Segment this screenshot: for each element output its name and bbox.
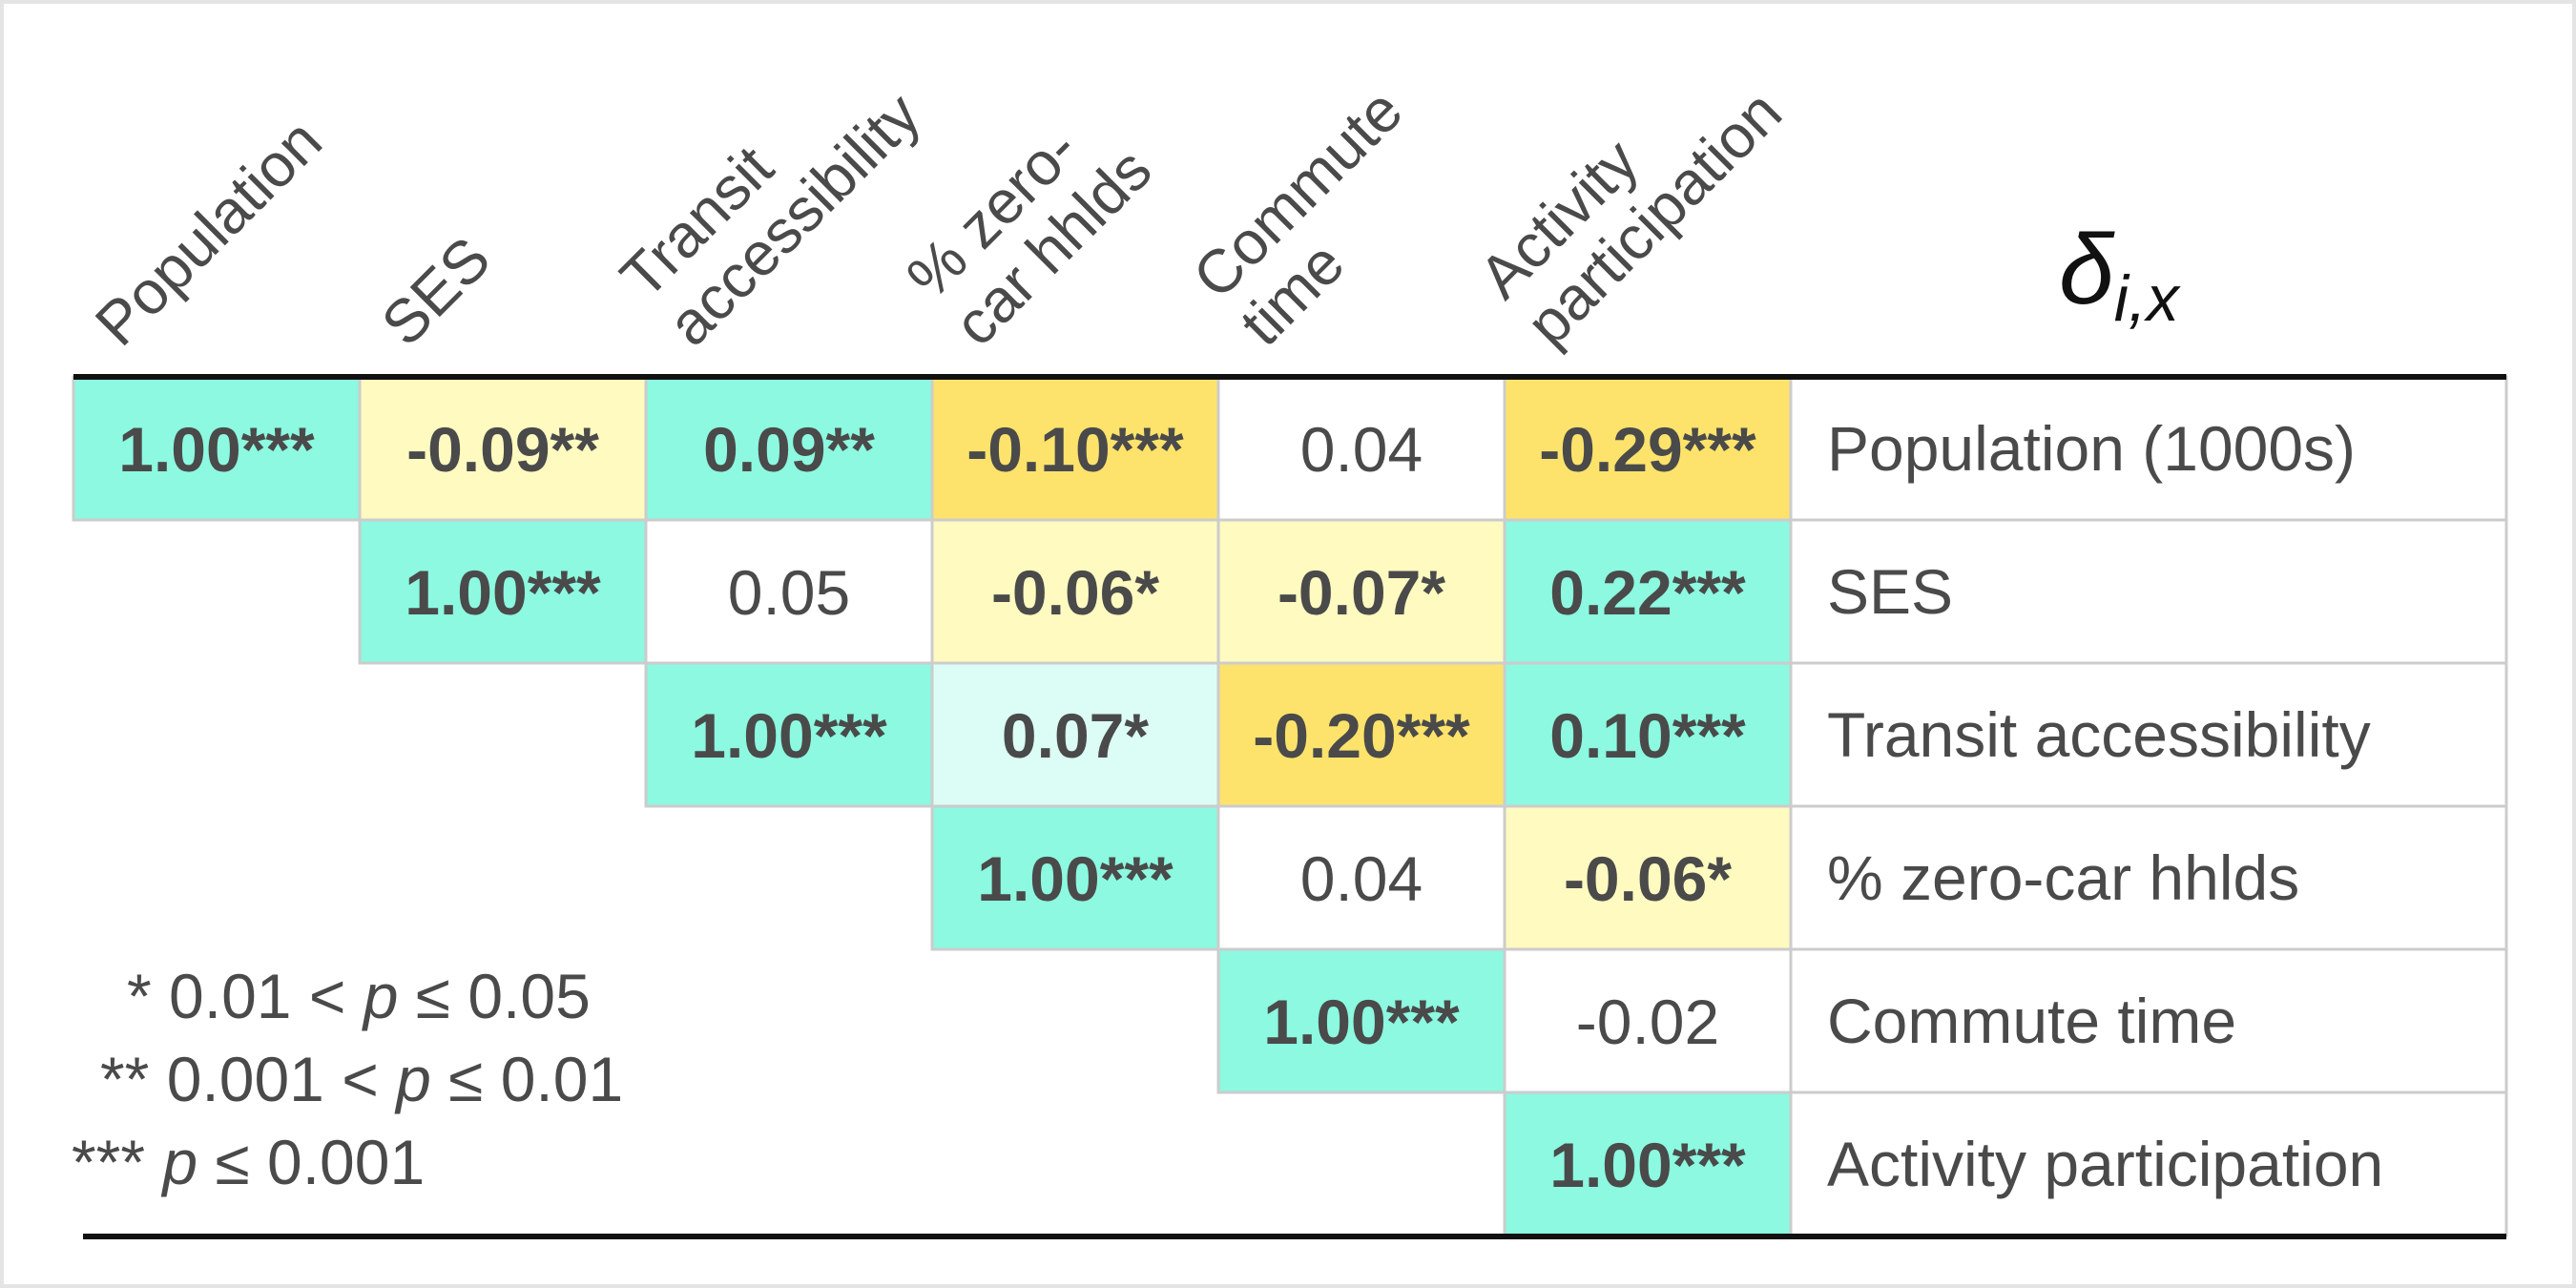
labels-layer: Population (1000s) SES Transit accessibili…: [73, 374, 2508, 1239]
significance-legend-line: ** 0.001 < p ≤ 0.01: [100, 1044, 623, 1114]
legend-threshold: ≤ 0.01: [431, 1044, 623, 1114]
column-header: SES: [368, 223, 503, 358]
cell-value-label: 0.22***: [1549, 557, 1746, 628]
cell-value-label: -0.02: [1576, 987, 1719, 1057]
legend-p-symbol: p: [394, 1044, 431, 1114]
row-label: Transit accessibility: [1827, 699, 2371, 770]
heatmap-cell: [1503, 661, 1793, 808]
heatmap-cell: [1216, 804, 1506, 951]
column-header: Population: [82, 106, 335, 359]
heatmap-cell: [72, 375, 362, 522]
cell-value-label: 1.00***: [1549, 1130, 1746, 1200]
legend-threshold: ≤ 0.001: [197, 1127, 425, 1197]
column-header-text: Transitaccessibility: [607, 32, 933, 359]
row-label-box: [1789, 947, 2508, 1094]
row-label-box: [1789, 1091, 2508, 1237]
row-label-box: [1789, 804, 2508, 951]
column-header-text: Commutetime: [1179, 75, 1463, 359]
row-label: % zero-car hhlds: [1827, 842, 2299, 913]
heatmap-cell: [930, 661, 1220, 808]
delta-symbol: δ: [2059, 215, 2115, 325]
legend-stars: * 0.01 <: [127, 961, 364, 1031]
row-label: Commute time: [1827, 986, 2236, 1056]
legend-p-symbol: p: [160, 1127, 197, 1197]
heatmap-cell: [1503, 518, 1793, 665]
cell-value-label: -0.20***: [1253, 700, 1470, 771]
column-header-text: Activityparticipation: [1465, 30, 1794, 358]
cell-value-label: -0.09**: [406, 414, 599, 485]
heatmap-cell: [644, 518, 934, 665]
cell-value-label: -0.29***: [1539, 414, 1756, 485]
significance-legend-line: * 0.01 < p ≤ 0.05: [127, 961, 591, 1031]
delta-label: δi,x: [2059, 215, 2181, 335]
cell-value-label: 1.00***: [691, 700, 887, 771]
row-label-box: [1789, 375, 2508, 522]
cell-value-label: -0.06*: [1564, 843, 1732, 914]
column-header: % zero-car hhlds: [893, 88, 1164, 359]
row-label-box: [1789, 661, 2508, 808]
cell-value-label: 0.09**: [703, 414, 875, 485]
heatmap-cell: [1216, 947, 1506, 1094]
cell-value-label: 1.00***: [405, 557, 601, 628]
cell-value-label: 0.04: [1300, 843, 1423, 914]
column-header-line: Population: [82, 106, 335, 359]
row-label-box: [1789, 518, 2508, 665]
cell-value-label: 1.00***: [118, 414, 315, 485]
cells-layer: 1.00*** -0.09** 0.09** -0.10*** 0.04 -0.29***…: [72, 375, 1793, 1237]
legend-stars: ***: [72, 1127, 162, 1197]
row-label: SES: [1827, 556, 1953, 627]
heatmap-cell: [644, 661, 934, 808]
legend-stars: ** 0.001 <: [100, 1044, 396, 1114]
significance-legend-line: *** p ≤ 0.001: [72, 1127, 425, 1197]
cell-value-label: 1.00***: [977, 843, 1174, 914]
cell-value-label: 0.10***: [1549, 700, 1746, 771]
cell-value-label: -0.10***: [966, 414, 1184, 485]
heatmap-cell: [358, 518, 648, 665]
heatmap-cell: [930, 804, 1220, 951]
cell-value-label: -0.07*: [1278, 557, 1445, 628]
cell-value-label: 0.07*: [1002, 700, 1149, 771]
column-header: Commutetime: [1179, 75, 1463, 359]
row-label: Activity participation: [1827, 1129, 2383, 1199]
column-header: Activityparticipation: [1465, 30, 1794, 359]
cell-value-label: -0.06*: [991, 557, 1159, 628]
heatmap-cell: [1503, 1091, 1793, 1237]
legend-p-symbol: p: [362, 961, 399, 1031]
header-layer: Population SES Transitaccessibility% zero-…: [82, 30, 2181, 359]
column-header-text: SES: [368, 223, 503, 358]
heatmap-cell: [358, 375, 648, 522]
cell-value-label: 1.00***: [1263, 987, 1460, 1057]
column-header-text: % zero-car hhlds: [893, 88, 1164, 359]
column-header-text: Population: [82, 106, 335, 359]
cell-value-label: 0.05: [728, 557, 850, 628]
legend-threshold: ≤ 0.05: [398, 961, 590, 1031]
heatmap-cell: [930, 518, 1220, 665]
delta-subscript: i,x: [2114, 262, 2181, 335]
column-header: Transitaccessibility: [607, 32, 933, 359]
column-header-line: SES: [368, 223, 503, 358]
legend-layer: * 0.01 < p ≤ 0.05** 0.001 < p ≤ 0.01*** …: [72, 961, 623, 1197]
cell-value-label: 0.04: [1300, 414, 1423, 485]
row-label: Population (1000s): [1827, 413, 2356, 484]
